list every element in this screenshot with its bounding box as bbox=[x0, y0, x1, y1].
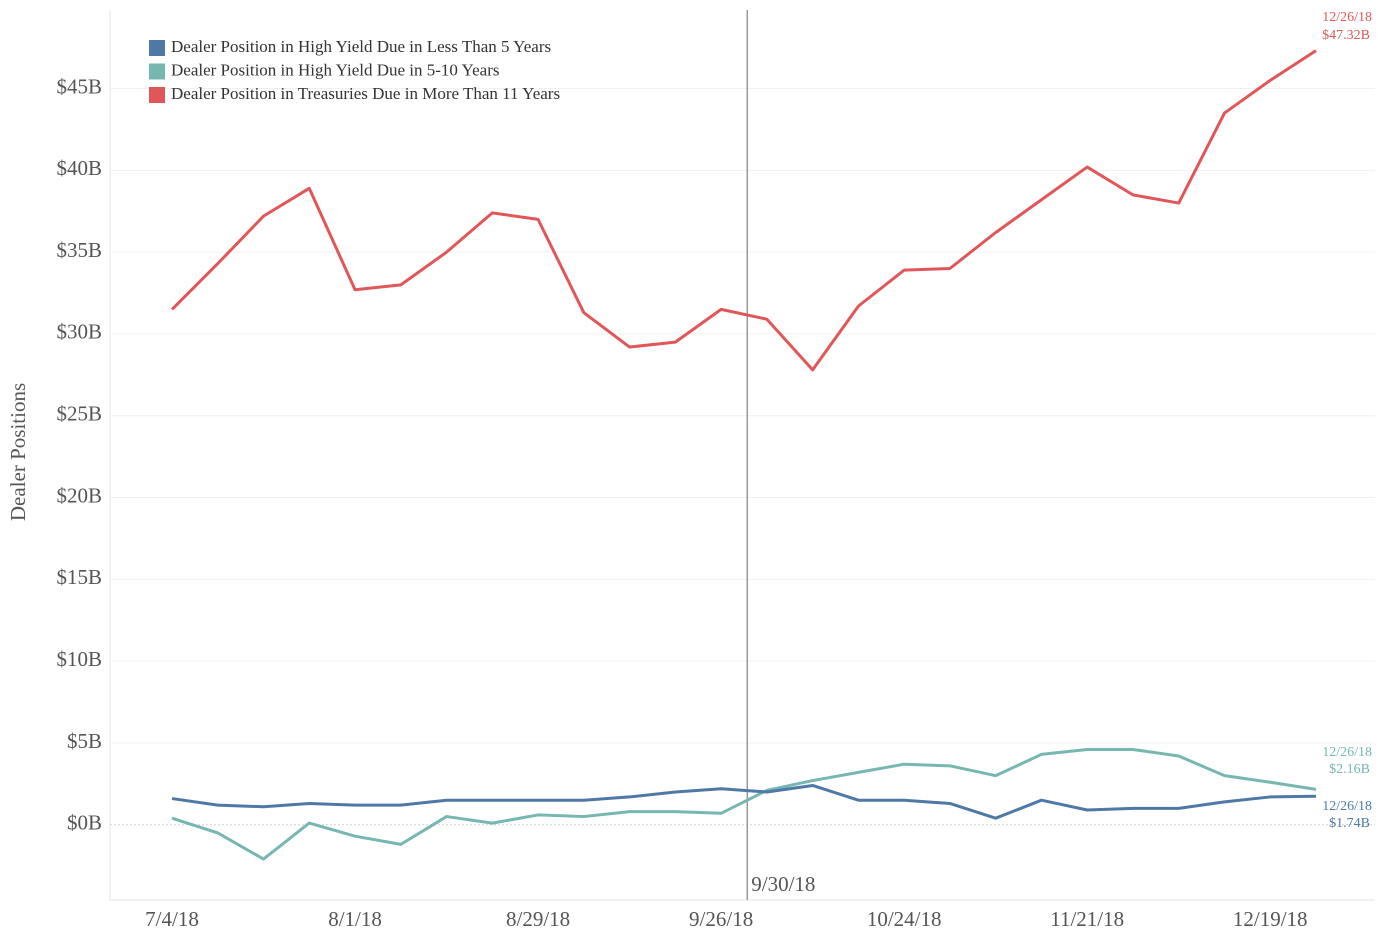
y-tick-label: $20B bbox=[56, 483, 102, 507]
x-tick-label: 11/21/18 bbox=[1050, 907, 1124, 931]
y-tick-label: $35B bbox=[56, 238, 102, 262]
legend-label: Dealer Position in High Yield Due in Les… bbox=[171, 37, 551, 56]
y-tick-label: $10B bbox=[56, 647, 102, 671]
x-tick-label: 8/29/18 bbox=[506, 907, 570, 931]
y-tick-label: $15B bbox=[56, 565, 102, 589]
series-line bbox=[171, 783, 1317, 820]
reference-label: 9/30/18 bbox=[751, 872, 815, 896]
legend-swatch bbox=[149, 87, 165, 103]
x-tick-label: 8/1/18 bbox=[328, 907, 382, 931]
end-value-label: $47.32B bbox=[1322, 28, 1370, 43]
end-value-label: $2.16B bbox=[1329, 762, 1370, 777]
end-date-label: 12/26/18 bbox=[1322, 799, 1372, 814]
legend-swatch bbox=[149, 40, 165, 56]
y-tick-label: $45B bbox=[56, 74, 102, 98]
series-line bbox=[171, 747, 1317, 861]
end-value-label: $1.74B bbox=[1329, 816, 1370, 831]
y-tick-label: $40B bbox=[56, 156, 102, 180]
y-tick-label: $0B bbox=[67, 811, 102, 835]
legend-label: Dealer Position in Treasuries Due in Mor… bbox=[171, 84, 560, 103]
y-tick-label: $5B bbox=[67, 729, 102, 753]
end-date-label: 12/26/18 bbox=[1322, 745, 1372, 760]
y-tick-label: $25B bbox=[56, 402, 102, 426]
x-tick-label: 12/19/18 bbox=[1233, 907, 1308, 931]
x-tick-label: 10/24/18 bbox=[867, 907, 942, 931]
x-tick-label: 7/4/18 bbox=[145, 907, 199, 931]
x-tick-label: 9/26/18 bbox=[689, 907, 753, 931]
end-date-label: 12/26/18 bbox=[1322, 10, 1372, 25]
legend-swatch bbox=[149, 63, 165, 80]
series-line bbox=[170, 49, 1317, 372]
legend-label: Dealer Position in High Yield Due in 5-1… bbox=[171, 60, 499, 79]
y-tick-label: $30B bbox=[56, 320, 102, 344]
y-axis-label: Dealer Positions bbox=[6, 383, 30, 521]
